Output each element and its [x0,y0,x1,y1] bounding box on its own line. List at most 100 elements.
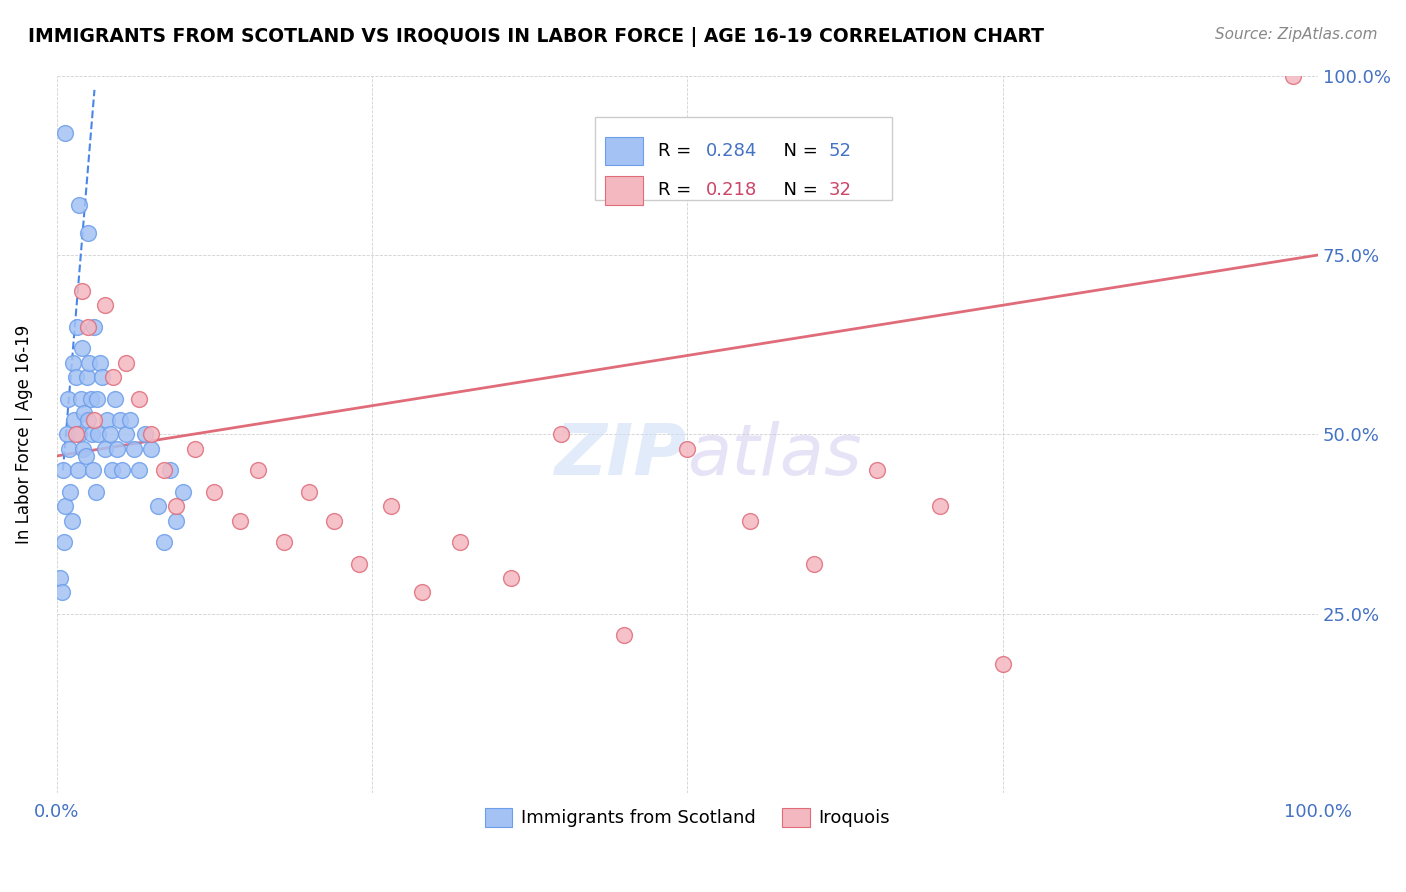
Point [115,356,138,370]
Point [52,463,75,477]
Point [1282,69,1305,83]
Point [349,557,371,571]
Point [118,413,141,427]
Point [228,514,250,528]
Text: R =: R = [658,181,697,200]
Point [115,427,138,442]
Point [105,442,128,456]
Point [550,427,572,442]
Point [141,442,163,456]
Point [128,392,150,406]
Point [51,585,73,599]
Text: atlas: atlas [688,421,862,491]
Point [83,319,105,334]
Point [928,500,950,514]
Point [59,484,82,499]
Point [166,514,188,528]
Point [153,535,176,549]
Text: Source: ZipAtlas.com: Source: ZipAtlas.com [1215,27,1378,42]
Point [499,571,522,585]
Point [991,657,1014,672]
Point [62,356,84,370]
Text: ZIP: ZIP [555,421,688,491]
Y-axis label: In Labor Force | Age 16-19: In Labor Force | Age 16-19 [15,325,32,544]
Point [89,356,111,370]
Point [66,319,89,334]
Point [298,484,321,499]
Point [53,535,76,549]
Point [86,392,108,406]
Point [70,341,93,355]
Text: N =: N = [772,142,824,160]
Point [803,557,825,571]
Point [202,484,225,499]
Point [60,514,83,528]
Point [380,500,402,514]
Point [55,126,77,140]
Point [104,392,127,406]
Point [67,463,90,477]
FancyBboxPatch shape [606,176,643,205]
Point [134,427,156,442]
Point [73,406,96,420]
Point [91,370,114,384]
Point [108,413,131,427]
Point [56,392,79,406]
Point [84,484,107,499]
Point [247,463,270,477]
Point [65,370,87,384]
Point [166,500,188,514]
Point [676,442,699,456]
Point [80,427,103,442]
Point [153,463,176,477]
Point [273,535,295,549]
Text: N =: N = [772,181,824,200]
Point [63,413,86,427]
Point [49,571,72,585]
Text: 32: 32 [828,181,852,200]
Point [449,535,471,549]
Point [69,392,91,406]
Point [865,463,887,477]
Point [184,442,207,456]
Point [77,413,100,427]
Point [77,227,100,241]
Point [55,427,77,442]
Text: R =: R = [658,142,697,160]
Point [111,463,134,477]
Point [83,413,105,427]
Point [128,463,150,477]
Point [58,442,80,456]
Point [93,442,115,456]
Point [70,284,93,298]
Point [103,370,125,384]
Text: 0.218: 0.218 [706,181,758,200]
Point [98,427,121,442]
Point [77,319,100,334]
Point [146,500,169,514]
Text: 0.284: 0.284 [706,142,758,160]
Point [55,500,77,514]
Legend: Immigrants from Scotland, Iroquois: Immigrants from Scotland, Iroquois [477,801,897,835]
Text: IMMIGRANTS FROM SCOTLAND VS IROQUOIS IN LABOR FORCE | AGE 16-19 CORRELATION CHAR: IMMIGRANTS FROM SCOTLAND VS IROQUOIS IN … [28,27,1045,46]
Point [613,628,636,642]
Point [79,356,101,370]
Point [65,427,87,442]
Point [159,463,181,477]
Point [141,427,163,442]
Point [101,463,124,477]
Point [93,298,115,312]
FancyBboxPatch shape [606,136,643,165]
Point [72,442,94,456]
Point [411,585,433,599]
Point [76,370,98,384]
Point [82,463,104,477]
Point [79,392,101,406]
Point [96,413,118,427]
Point [67,427,90,442]
Point [87,427,110,442]
Point [740,514,762,528]
Point [323,514,346,528]
Point [122,442,145,456]
Point [67,198,90,212]
